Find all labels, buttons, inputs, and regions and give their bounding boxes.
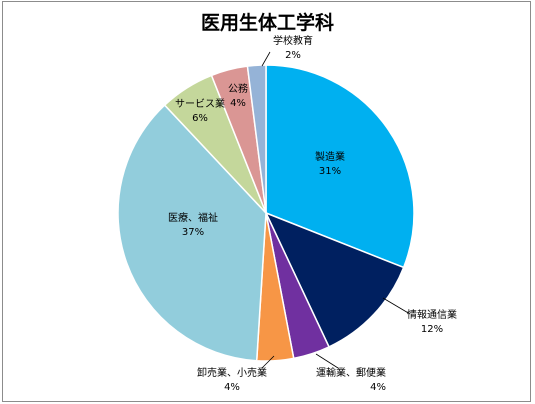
leader-line-7	[261, 51, 271, 67]
slice-value-2: 4%	[370, 382, 386, 393]
slice-label-4: 医療、福祉	[168, 211, 218, 224]
slice-label-1: 情報通信業	[407, 308, 457, 321]
slice-value-7: 2%	[285, 50, 301, 61]
pie-slice-4	[117, 104, 267, 362]
leader-line-1	[382, 297, 411, 315]
leader-line-3	[261, 355, 275, 369]
slice-value-6: 4%	[230, 98, 246, 109]
slice-label-3: 卸売業、小売業	[197, 366, 267, 379]
slice-label-7: 学校教育	[273, 34, 313, 47]
slice-label-5: サービス業	[175, 97, 225, 110]
slice-value-4: 37%	[182, 227, 204, 238]
slice-value-0: 31%	[319, 166, 341, 177]
slice-label-0: 製造業	[315, 150, 345, 163]
chart-title: 医用生体工学科	[200, 12, 334, 34]
pie-slice-7	[246, 64, 267, 214]
slice-value-5: 6%	[192, 113, 208, 124]
slice-value-1: 12%	[421, 324, 443, 335]
slice-label-2: 運輸業、郵便業	[316, 366, 386, 379]
pie-slice-0	[265, 64, 415, 269]
leader-line-2	[315, 353, 339, 369]
slice-value-3: 4%	[224, 382, 240, 393]
pie-slice-1	[264, 211, 405, 348]
slice-label-6: 公務	[228, 82, 248, 95]
